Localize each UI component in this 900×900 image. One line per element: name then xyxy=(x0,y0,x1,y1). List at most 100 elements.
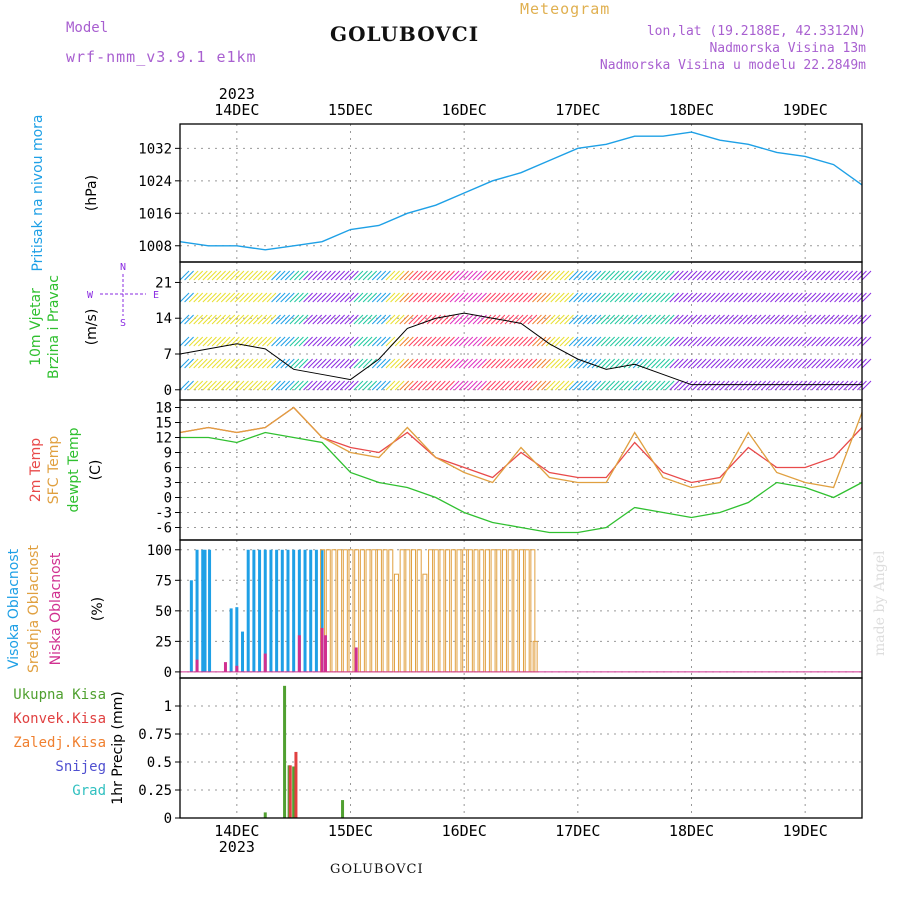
wind-barb xyxy=(472,380,483,391)
wind-barb xyxy=(609,358,620,369)
wind-barb xyxy=(303,358,313,369)
wind-barb xyxy=(435,270,446,281)
wind-barb xyxy=(197,270,208,281)
wind-barb xyxy=(211,270,222,281)
wind-barb xyxy=(770,380,780,391)
wind-barb xyxy=(513,292,524,303)
wind-barb xyxy=(806,292,817,303)
wind-barb xyxy=(312,380,323,391)
wind-barb xyxy=(349,336,359,347)
wind-barb xyxy=(587,336,597,347)
wind-barb xyxy=(829,314,840,325)
pressure-units: (hPa) xyxy=(84,175,100,211)
wind-barb xyxy=(284,314,295,325)
wind-barb xyxy=(770,270,780,281)
wind-barb xyxy=(500,336,510,347)
wind-barb xyxy=(779,358,789,369)
wind-barb xyxy=(463,358,474,369)
wind-barb xyxy=(504,292,515,303)
wind-barb xyxy=(353,270,364,281)
wind-barb xyxy=(266,380,277,391)
cloud-bar xyxy=(405,549,411,673)
wind-barb xyxy=(554,314,565,325)
wind-barb xyxy=(742,270,753,281)
bottom-day-label: 19DEC xyxy=(783,822,828,840)
wind-barb xyxy=(587,314,597,325)
wind-barb xyxy=(815,314,826,325)
wind-barb xyxy=(458,292,469,303)
wind-barb xyxy=(701,358,712,369)
wind-barb xyxy=(765,380,776,391)
wind-barb xyxy=(715,270,725,281)
wind-barb xyxy=(765,336,776,347)
bottom-day-label: 17DEC xyxy=(555,822,600,840)
wind-barb xyxy=(573,292,583,303)
wind-barb xyxy=(820,380,831,391)
wind-barb xyxy=(687,270,698,281)
wind-barb xyxy=(582,380,593,391)
wind-barb xyxy=(641,380,652,391)
wind-barb xyxy=(701,270,712,281)
wind-barb xyxy=(271,314,281,325)
wind-barb xyxy=(344,380,355,391)
wind-barb xyxy=(724,292,735,303)
wind-barb xyxy=(394,314,405,325)
wind-barb xyxy=(792,336,803,347)
wind-barb xyxy=(756,270,767,281)
wind-barb xyxy=(326,270,336,281)
wind-barb xyxy=(678,270,689,281)
wind-barb xyxy=(495,358,506,369)
wind-barb xyxy=(788,292,799,303)
wind-barb xyxy=(719,358,730,369)
wind-barb xyxy=(550,292,561,303)
wind-barb xyxy=(587,380,597,391)
wind-barb xyxy=(367,336,378,347)
y-tick-label: 18 xyxy=(155,401,172,417)
wind-barb xyxy=(248,292,259,303)
wind-barb xyxy=(344,292,355,303)
wind-barb xyxy=(651,314,661,325)
wind-barb xyxy=(408,336,419,347)
wind-barb xyxy=(559,380,570,391)
wind-barb xyxy=(289,314,300,325)
wind-barb xyxy=(847,380,858,391)
wind-barb xyxy=(742,314,753,325)
wind-barb xyxy=(207,270,217,281)
wind-barb xyxy=(554,358,565,369)
wind-barb xyxy=(266,358,277,369)
cloud-bar xyxy=(241,631,245,672)
wind-barb xyxy=(509,336,519,347)
wind-barb xyxy=(797,358,808,369)
wind-barb xyxy=(477,336,487,347)
wind-barb xyxy=(458,336,469,347)
wind-barb xyxy=(825,270,835,281)
wind-barb xyxy=(463,270,474,281)
wind-barb xyxy=(504,336,515,347)
wind-barb xyxy=(358,270,368,281)
wind-barb xyxy=(596,336,606,347)
wind-barb xyxy=(243,314,254,325)
wind-barb xyxy=(449,358,460,369)
wind-barb xyxy=(783,292,794,303)
wind-barb xyxy=(609,380,620,391)
wind-barb xyxy=(623,292,634,303)
wind-barb xyxy=(376,358,387,369)
wind-barb xyxy=(532,292,542,303)
wind-barb xyxy=(399,358,410,369)
wind-barb xyxy=(600,336,611,347)
wind-barb xyxy=(216,314,226,325)
wind-barb xyxy=(783,336,794,347)
wind-barb xyxy=(747,270,757,281)
wind-barb xyxy=(783,380,794,391)
high-cloud-axis-title: Visoka Oblacnost xyxy=(6,548,22,669)
wind-barb xyxy=(344,314,355,325)
wind-barb xyxy=(371,358,382,369)
wind-barb xyxy=(527,380,538,391)
precip-bar xyxy=(283,685,287,818)
wind-barb xyxy=(619,336,629,347)
wind-barb xyxy=(834,358,844,369)
wind-barb xyxy=(760,336,771,347)
wind-barb xyxy=(811,314,822,325)
wind-barb xyxy=(779,380,789,391)
wind-barb xyxy=(815,380,826,391)
